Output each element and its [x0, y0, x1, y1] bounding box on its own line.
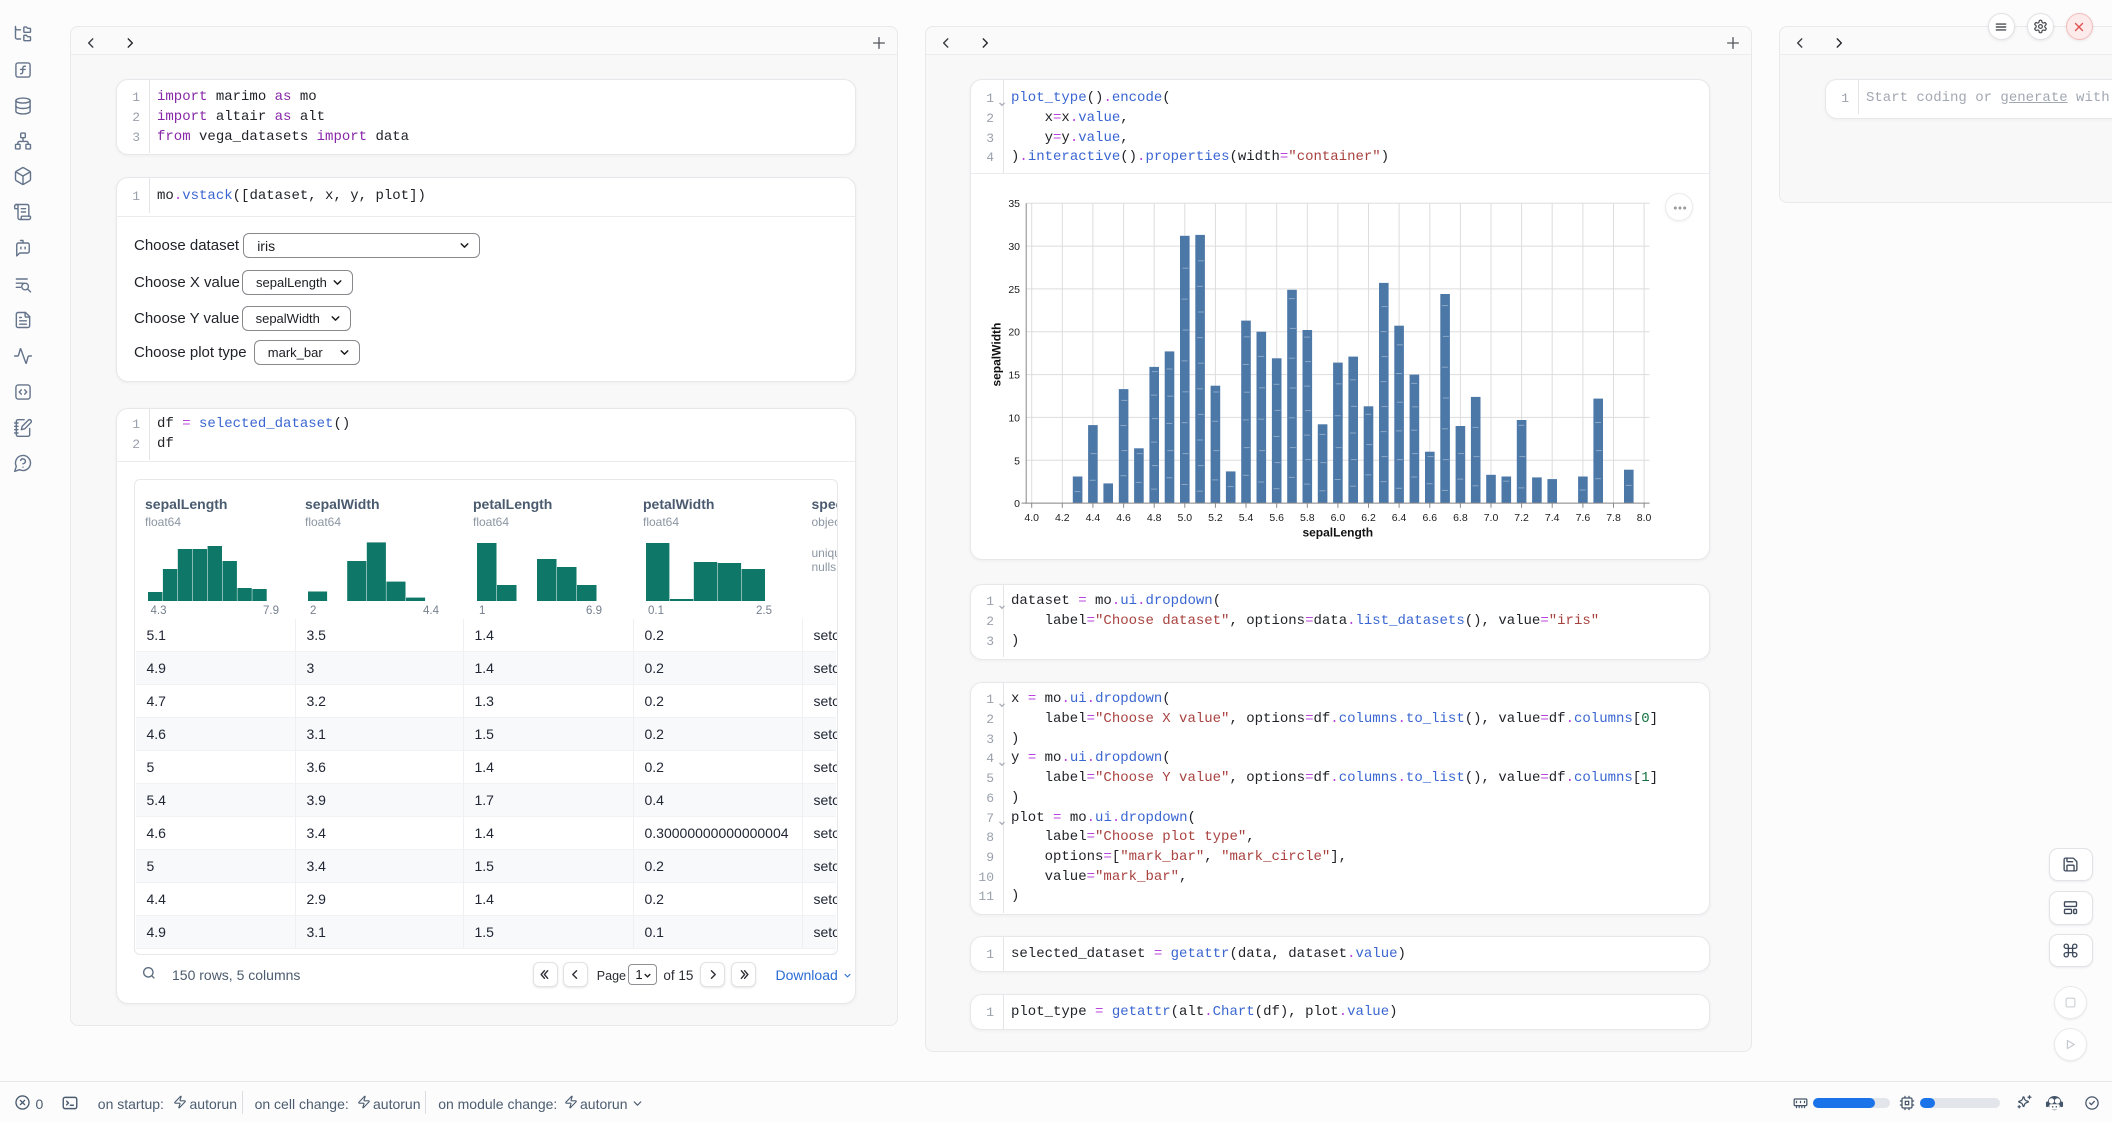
svg-text:5.6: 5.6 [1269, 512, 1284, 524]
svg-text:4.6: 4.6 [1116, 512, 1131, 524]
svg-text:10: 10 [1008, 412, 1020, 424]
svg-text:4.2: 4.2 [1055, 512, 1070, 524]
svg-text:6.0: 6.0 [1331, 512, 1346, 524]
svg-text:5.4: 5.4 [1239, 512, 1254, 524]
svg-text:4.0: 4.0 [1024, 512, 1039, 524]
svg-text:5.8: 5.8 [1300, 512, 1315, 524]
svg-text:7.4: 7.4 [1545, 512, 1560, 524]
svg-text:sepalWidth: sepalWidth [989, 323, 1003, 387]
svg-text:5.0: 5.0 [1177, 512, 1192, 524]
svg-text:6.6: 6.6 [1422, 512, 1437, 524]
svg-text:7.0: 7.0 [1484, 512, 1499, 524]
svg-text:sepalLength: sepalLength [1302, 526, 1373, 540]
svg-text:25: 25 [1008, 284, 1020, 296]
svg-text:4.8: 4.8 [1147, 512, 1162, 524]
svg-text:6.2: 6.2 [1361, 512, 1376, 524]
svg-text:8.0: 8.0 [1637, 512, 1652, 524]
svg-text:4.4: 4.4 [1086, 512, 1101, 524]
svg-text:7.6: 7.6 [1576, 512, 1591, 524]
svg-text:35: 35 [1008, 198, 1020, 210]
svg-text:7.2: 7.2 [1514, 512, 1529, 524]
svg-text:15: 15 [1008, 370, 1020, 382]
svg-text:0: 0 [1014, 498, 1020, 510]
svg-text:20: 20 [1008, 327, 1020, 339]
svg-text:30: 30 [1008, 241, 1020, 253]
svg-text:7.8: 7.8 [1606, 512, 1621, 524]
svg-text:6.8: 6.8 [1453, 512, 1468, 524]
svg-text:6.4: 6.4 [1392, 512, 1407, 524]
svg-text:5: 5 [1014, 455, 1020, 467]
svg-text:5.2: 5.2 [1208, 512, 1223, 524]
